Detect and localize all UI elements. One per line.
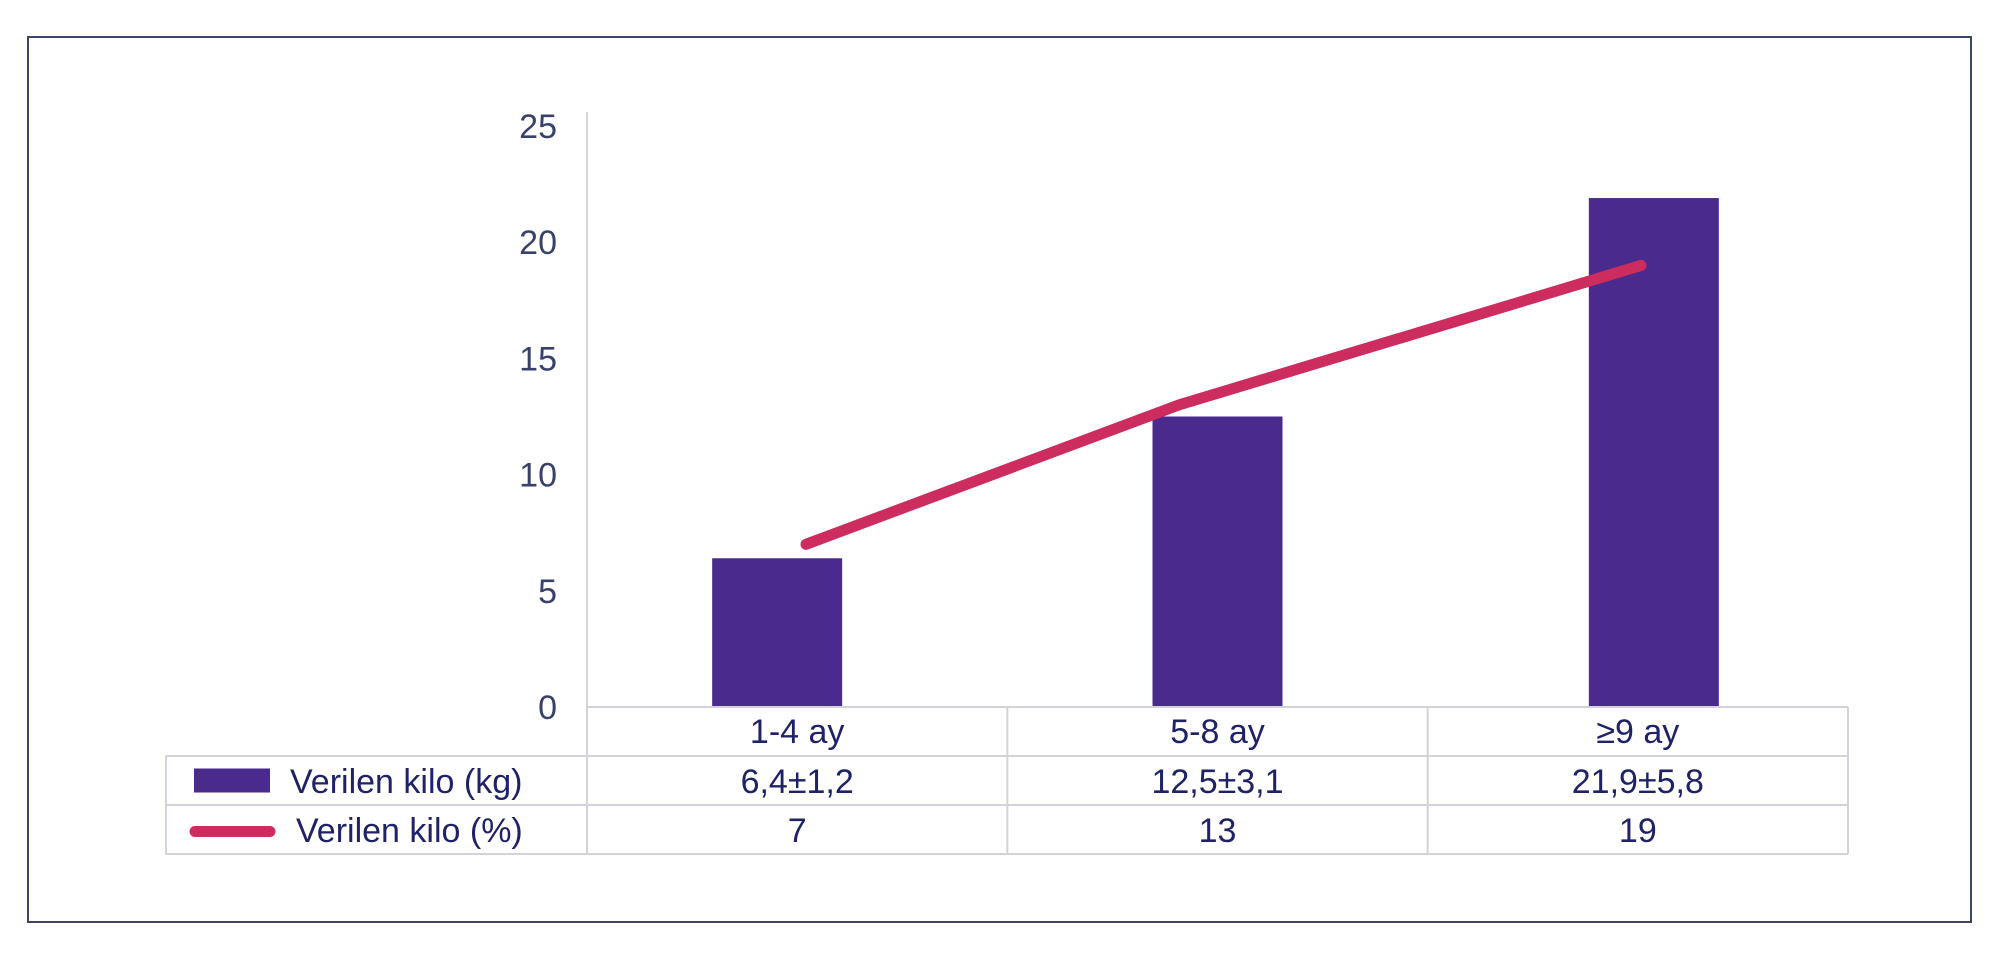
bar <box>1152 416 1283 707</box>
y-tick-label: 5 <box>538 573 557 611</box>
data-label: 12,5±3,1 <box>1151 763 1283 801</box>
bar <box>712 558 843 707</box>
data-label: 21,9±5,8 <box>1572 763 1704 801</box>
data-label: 6,4±1,2 <box>741 763 854 801</box>
x-tick-label: 1-4 ay <box>750 713 845 751</box>
y-tick-label: 15 <box>519 340 557 378</box>
bar <box>1588 198 1719 707</box>
legend-key-bar <box>194 768 270 793</box>
bar-series <box>712 198 1719 707</box>
y-tick-label: 10 <box>519 457 557 495</box>
y-tick-label: 0 <box>538 689 557 727</box>
data-table: 1-4 ay 5-8 ay ≥9 ay Verilen kilo (kg) 6,4±1,… <box>165 706 1849 855</box>
legend-label: Verilen kilo (%) <box>296 812 523 850</box>
line-series <box>800 259 1647 550</box>
x-tick-label: 5-8 ay <box>1170 713 1265 751</box>
data-label: 19 <box>1619 812 1657 850</box>
x-tick-label: ≥9 ay <box>1596 713 1679 751</box>
y-axis: 0 5 10 15 20 25 <box>519 108 588 727</box>
y-tick-label: 25 <box>519 108 557 146</box>
data-label: 13 <box>1199 812 1237 850</box>
legend-label: Verilen kilo (kg) <box>290 763 522 801</box>
data-label: 7 <box>788 812 807 850</box>
chart-frame <box>27 36 1972 923</box>
y-tick-label: 20 <box>519 224 557 262</box>
